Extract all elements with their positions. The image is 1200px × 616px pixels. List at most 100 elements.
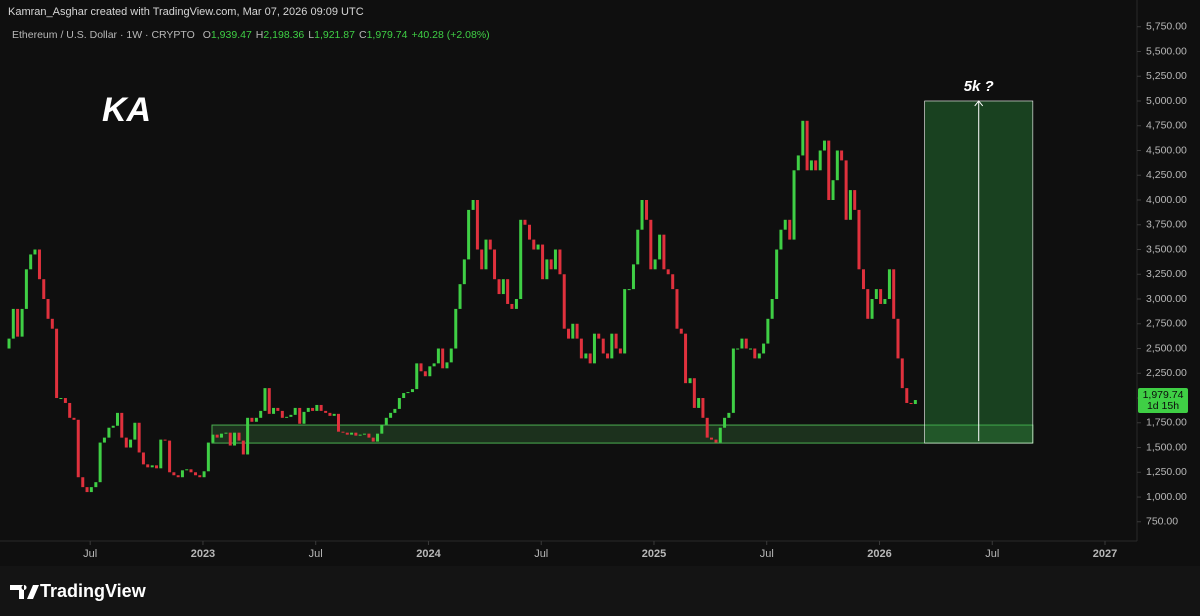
candle-body	[541, 244, 545, 280]
candle-body	[883, 299, 887, 304]
candle-body	[306, 407, 310, 412]
y-tick-label: 5,250.00	[1146, 70, 1187, 82]
candle-body	[198, 475, 202, 478]
x-tick-label: Jul	[309, 548, 323, 560]
candle-body	[276, 407, 280, 411]
candle-body	[371, 437, 375, 442]
x-tick-label: Jul	[534, 548, 548, 560]
candle-body	[24, 269, 28, 309]
candle-body	[81, 477, 85, 488]
candle-body	[163, 439, 167, 441]
candle-body	[831, 180, 835, 200]
x-tick-label: 2023	[191, 548, 215, 560]
candle-body	[822, 140, 826, 151]
candle-body	[37, 249, 41, 280]
candle-body	[180, 470, 184, 478]
candle-body	[692, 378, 696, 408]
candle-body	[896, 318, 900, 359]
candle-body	[757, 353, 761, 359]
candle-body	[189, 469, 193, 473]
candle-body	[293, 407, 297, 415]
x-tick-label: 2026	[867, 548, 891, 560]
candle-body	[549, 259, 553, 270]
candle-body	[89, 487, 93, 493]
candle-body	[848, 190, 852, 220]
candle-body	[367, 433, 371, 438]
candle-body	[792, 170, 796, 240]
y-tick-label: 1,500.00	[1146, 441, 1187, 453]
last-price-label: 1,979.74	[1143, 389, 1184, 401]
candle-body	[63, 398, 67, 403]
candle-body	[762, 343, 766, 354]
candle-body	[33, 249, 37, 255]
candle-body	[85, 487, 89, 493]
candle-body	[562, 274, 566, 329]
candle-body	[887, 269, 891, 300]
ohlc-key: L	[308, 29, 314, 41]
candle-body	[263, 388, 267, 411]
candle-body	[866, 289, 870, 319]
candle-body	[72, 417, 76, 420]
candle-body	[805, 120, 809, 171]
candle-body	[480, 249, 484, 270]
candle-body	[640, 200, 644, 230]
candle-body	[332, 413, 336, 416]
candle-body	[553, 249, 557, 270]
candle-body	[528, 224, 532, 240]
candle-body	[558, 249, 562, 275]
candle-body	[688, 378, 692, 384]
candle-body	[98, 442, 102, 483]
candle-body	[588, 353, 592, 364]
candle-body	[449, 348, 453, 363]
candle-body	[697, 398, 701, 408]
brand-logo: TradingView	[10, 581, 147, 601]
candle-body	[376, 433, 380, 442]
candle-body	[879, 289, 883, 304]
target-arrowhead	[974, 100, 984, 107]
candle-body	[445, 362, 449, 369]
y-tick-label: 2,250.00	[1146, 367, 1187, 379]
candle-body	[68, 402, 72, 418]
brand-name: TradingView	[40, 581, 147, 601]
ohlc-key: C	[359, 29, 367, 41]
candle-body	[610, 333, 614, 359]
candle-body	[185, 469, 189, 471]
candle-body	[671, 274, 675, 290]
candle-body	[718, 427, 722, 443]
y-tick-label: 5,000.00	[1146, 95, 1187, 107]
candle-body	[150, 465, 154, 468]
candle-body	[892, 269, 896, 319]
candle-body	[168, 440, 172, 473]
candle-body	[731, 348, 735, 413]
candle-body	[636, 229, 640, 265]
candle-body	[354, 432, 358, 436]
target-label: 5k ?	[964, 78, 994, 95]
candle-body	[775, 249, 779, 300]
candle-body	[592, 333, 596, 364]
candle-body	[194, 472, 198, 476]
candle-body	[510, 303, 514, 309]
candle-body	[779, 229, 783, 250]
candle-body	[415, 363, 419, 390]
candle-body	[475, 200, 479, 250]
candle-body	[202, 471, 206, 478]
candle-body	[176, 475, 180, 478]
candle-body	[380, 424, 384, 434]
candle-body	[488, 239, 492, 250]
candle-body	[662, 234, 666, 270]
support-zone	[211, 424, 1034, 444]
brand-icon	[10, 585, 39, 599]
candle-body	[709, 437, 713, 440]
candle-body	[289, 414, 293, 417]
candle-body	[519, 219, 523, 300]
candle-body	[319, 404, 323, 411]
candle-body	[788, 219, 792, 240]
candle-body	[94, 482, 98, 488]
candle-body	[336, 413, 340, 432]
candle-body	[601, 338, 605, 354]
candle-body	[298, 407, 302, 424]
candle-body	[285, 416, 289, 418]
x-tick-label: 2025	[642, 548, 666, 560]
